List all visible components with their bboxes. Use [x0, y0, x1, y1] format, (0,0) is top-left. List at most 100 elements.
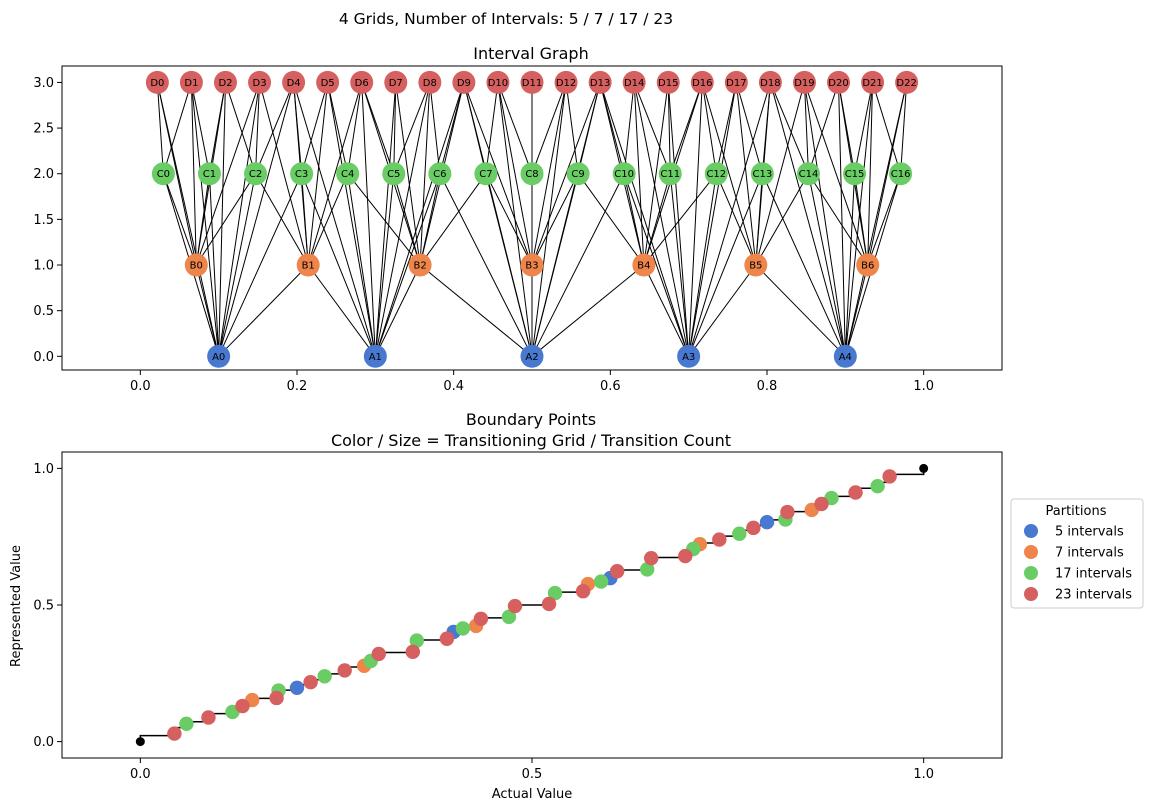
edge-C2-D3: [255, 82, 261, 174]
node-circle: [282, 70, 306, 94]
node-label: A3: [682, 352, 695, 363]
edge-A3-D15: [667, 82, 690, 357]
boundary-points-title: Boundary Points: [466, 410, 596, 429]
x-tick-label: 1.0: [913, 379, 934, 394]
edge-A1-B1: [307, 264, 376, 357]
edge-A3-D16: [688, 82, 703, 357]
node-B6: B6: [856, 253, 880, 277]
edge-A1-C4: [347, 173, 376, 357]
edge-C10-D13: [599, 82, 625, 174]
boundary-point: [455, 621, 471, 636]
edge-B4-D14: [633, 82, 645, 266]
node-label: C5: [387, 169, 400, 180]
node-C13: C13: [750, 162, 774, 186]
node-circle: [792, 70, 816, 94]
edge-C11-D14: [633, 82, 671, 174]
edge-C5-D7: [393, 82, 397, 174]
edge-C7-D9: [463, 82, 487, 174]
boundary-point: [439, 631, 455, 646]
edge-A3-C10: [623, 173, 690, 357]
node-circle: [520, 70, 544, 94]
edge-A1-D6: [361, 82, 376, 357]
node-circle: [486, 70, 510, 94]
node-A0: A0: [207, 344, 231, 368]
edge-C15-D20: [838, 82, 856, 174]
boundary-point: [732, 526, 747, 541]
node-label: B0: [190, 261, 203, 272]
node-label: B6: [861, 261, 874, 272]
boundary-point: [317, 669, 332, 684]
node-C16: C16: [889, 162, 913, 186]
edge-A0-D2: [218, 82, 226, 357]
boundary-point: [644, 550, 659, 566]
edge-A0-C3: [218, 173, 303, 357]
node-A1: A1: [363, 344, 387, 368]
node-D10: D10: [486, 70, 510, 94]
node-circle: [145, 70, 169, 94]
y-tick-label: 1.0: [33, 462, 54, 477]
node-circle: [833, 344, 857, 368]
node-C11: C11: [658, 162, 682, 186]
legend-marker: [1024, 545, 1038, 559]
boundary-points-subtitle: Color / Size = Transitioning Grid / Tran…: [331, 431, 731, 450]
edge-A0-C1: [208, 173, 220, 357]
node-label: D22: [896, 78, 916, 89]
edge-A3-D14: [633, 82, 690, 357]
edge-B6-D22: [867, 82, 908, 266]
node-label: D4: [287, 78, 301, 89]
edge-C15-D21: [854, 82, 874, 174]
edge-B3-C9: [531, 173, 579, 266]
node-B2: B2: [408, 253, 432, 277]
node-label: D1: [184, 78, 198, 89]
legend-label: 7 intervals: [1055, 546, 1124, 561]
node-circle: [895, 70, 919, 94]
edge-A2-B4: [531, 264, 645, 357]
edge-A3-C13: [688, 173, 763, 357]
node-A2: A2: [520, 344, 544, 368]
node-label: D0: [150, 78, 164, 89]
node-circle: [554, 70, 578, 94]
edge-C3-D4: [293, 82, 303, 174]
node-label: C7: [479, 169, 492, 180]
node-label: D21: [862, 78, 882, 89]
node-D14: D14: [622, 70, 646, 94]
y-tick-label: 3.0: [33, 76, 54, 91]
node-layer: A0 A1 A2 A3 A4 B0 B1 B2 B3 B4 B5 B6 C0 C1 C2 C3 C4 C5 C6 C7…: [145, 70, 919, 368]
node-circle: [622, 70, 646, 94]
edge-A1-D9: [374, 82, 465, 357]
node-D12: D12: [554, 70, 578, 94]
node-circle: [408, 253, 432, 277]
edge-A0-D1: [190, 82, 220, 357]
edge-A1-D4: [293, 82, 376, 357]
node-circle: [612, 162, 636, 186]
x-tick-label: 0.8: [757, 379, 778, 394]
node-circle: [690, 70, 714, 94]
node-D3: D3: [248, 70, 272, 94]
edge-A3-B4: [643, 264, 690, 357]
edge-A2-C10: [531, 173, 625, 357]
node-circle: [520, 253, 544, 277]
edge-A1-C3: [301, 173, 376, 357]
node-C2: C2: [244, 162, 268, 186]
edge-A0-B1: [218, 264, 309, 357]
edge-C13-D18: [761, 82, 771, 174]
boundary-point: [303, 674, 318, 690]
node-label: C13: [753, 169, 773, 180]
legend-frame: [1010, 498, 1144, 609]
edge-B5-D19: [755, 82, 805, 266]
edge-B1-D3: [259, 82, 309, 266]
interval-graph-chart: Interval Graph A0 A1 A2 A3 A4 B0 B1 B2 B3 B4 B5 B6 C…: [33, 44, 1003, 394]
node-D20: D20: [827, 70, 851, 94]
edge-A4-D18: [769, 82, 846, 357]
node-C4: C4: [336, 162, 360, 186]
boundary-point: [405, 644, 420, 660]
node-B0: B0: [184, 253, 208, 277]
node-label: B4: [637, 261, 650, 272]
edge-C14-D18: [769, 82, 809, 174]
node-D4: D4: [282, 70, 306, 94]
edge-B0-D1: [190, 82, 197, 266]
boundary-points-axes: 0.0 0.5 1.0 0.0 0.5 1.0: [33, 462, 934, 782]
edge-B5-C12: [715, 173, 757, 266]
edge-B5-D17: [735, 82, 757, 266]
boundary-point: [201, 710, 216, 725]
